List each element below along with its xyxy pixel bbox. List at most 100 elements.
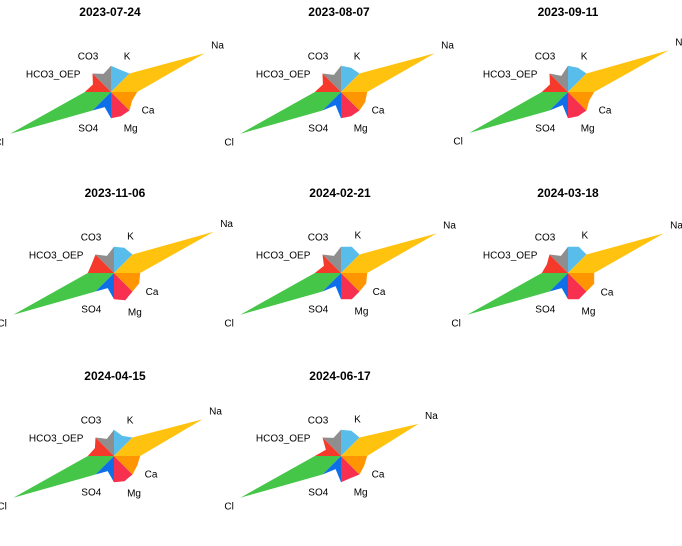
petal-hco3-oep [314, 73, 341, 92]
label-ca: Ca [372, 470, 385, 481]
label-hco3-oep: HCO3_OEP [29, 250, 84, 261]
label-ca: Ca [145, 470, 158, 481]
label-na: Na [443, 221, 456, 232]
petal-hco3-oep [87, 254, 114, 273]
petal-mg [114, 273, 133, 301]
label-mg: Mg [582, 307, 596, 318]
label-na: Na [675, 38, 682, 49]
petal-mg [568, 92, 587, 119]
label-so4: SO4 [308, 305, 328, 316]
label-cl: Cl [0, 318, 7, 329]
label-so4: SO4 [308, 124, 328, 135]
label-na: Na [209, 407, 222, 418]
star-panel: 2023-09-11 Na Ca Mg SO4 Cl HCO3_OEP CO3 K [453, 5, 682, 148]
petal-co3 [549, 65, 568, 92]
petal-na [568, 50, 669, 92]
panel-title: 2024-03-18 [537, 186, 599, 200]
label-hco3-oep: HCO3_OEP [483, 250, 538, 261]
label-cl: Cl [0, 137, 4, 148]
petal-co3 [549, 246, 568, 273]
label-ca: Ca [601, 288, 614, 299]
panel-title: 2023-08-07 [308, 5, 370, 19]
petal-na [114, 231, 214, 273]
petal-hco3-oep [84, 73, 111, 92]
label-ca: Ca [599, 106, 612, 117]
label-na: Na [441, 41, 454, 52]
petal-ca [341, 92, 368, 111]
label-ca: Ca [142, 106, 155, 117]
petal-so4 [95, 456, 114, 483]
petal-mg [341, 273, 360, 300]
petal-na [114, 419, 203, 456]
petal-ca [114, 456, 141, 475]
petal-co3 [92, 65, 111, 92]
star-panel: 2023-08-07 Na Ca Mg SO4 Cl HCO3_OEP CO3 K [224, 5, 454, 148]
label-k: K [124, 51, 131, 62]
label-k: K [127, 415, 134, 426]
label-cl: Cl [224, 501, 233, 512]
label-mg: Mg [354, 124, 368, 135]
panel-title: 2023-07-24 [79, 5, 141, 19]
label-hco3-oep: HCO3_OEP [256, 69, 311, 80]
label-hco3-oep: HCO3_OEP [29, 433, 84, 444]
label-hco3-oep: HCO3_OEP [483, 69, 538, 80]
petal-k [111, 65, 130, 92]
label-k: K [127, 231, 134, 242]
label-ca: Ca [373, 287, 386, 298]
label-co3: CO3 [81, 232, 102, 243]
label-na: Na [425, 411, 438, 422]
star-panel: 2023-07-24 Na Ca Mg SO4 Cl HCO3_OEP CO3 K [0, 5, 224, 148]
petal-mg [341, 92, 360, 119]
petal-mg [111, 92, 130, 119]
petal-cl [10, 92, 111, 134]
petal-hco3-oep [541, 254, 568, 273]
petal-co3 [322, 429, 341, 456]
star-panel: 2024-02-21 Na Ca Mg SO4 Cl HCO3_OEP CO3 K [224, 186, 456, 329]
petal-ca [568, 273, 595, 292]
label-co3: CO3 [308, 415, 329, 426]
label-cl: Cl [224, 318, 233, 329]
label-co3: CO3 [308, 51, 329, 62]
star-panel: 2024-03-18 Na Ca Mg SO4 Cl HCO3_OEP CO3 K [451, 186, 682, 329]
petal-mg [341, 456, 360, 483]
petal-ca [114, 273, 141, 292]
petal-hco3-oep [314, 254, 341, 273]
label-cl: Cl [453, 137, 462, 148]
label-co3: CO3 [308, 232, 329, 243]
petal-cl [469, 92, 568, 133]
label-cl: Cl [451, 318, 460, 329]
label-k: K [354, 51, 361, 62]
petal-na [111, 53, 205, 92]
petal-so4 [549, 92, 568, 119]
label-mg: Mg [581, 124, 595, 135]
label-k: K [582, 230, 589, 241]
star-panel: 2023-11-06 Na Ca Mg SO4 Cl HCO3_OEP CO3 K [0, 186, 233, 329]
label-co3: CO3 [78, 51, 99, 62]
label-so4: SO4 [81, 488, 101, 499]
label-hco3-oep: HCO3_OEP [256, 433, 311, 444]
petal-cl [240, 273, 341, 315]
petal-so4 [322, 456, 341, 483]
petal-k [341, 429, 360, 456]
petal-so4 [549, 273, 568, 300]
petal-co3 [322, 246, 341, 273]
petal-so4 [95, 273, 114, 300]
petal-k [114, 246, 133, 273]
petal-cl [240, 92, 341, 134]
label-k: K [581, 51, 588, 62]
panel-title: 2024-06-17 [309, 369, 371, 383]
label-so4: SO4 [78, 124, 98, 135]
star-panel: 2024-04-15 Na Ca Mg SO4 Cl HCO3_OEP CO3 K [0, 369, 222, 512]
label-ca: Ca [372, 106, 385, 117]
petal-co3 [95, 429, 114, 456]
petal-mg [568, 273, 587, 300]
label-k: K [355, 230, 362, 241]
petal-na [568, 233, 664, 273]
petal-na [341, 233, 437, 273]
star-panel: 2024-06-17 Na Ca Mg SO4 Cl HCO3_OEP CO3 K [224, 369, 438, 512]
petal-hco3-oep [541, 73, 568, 92]
label-hco3-oep: HCO3_OEP [256, 250, 311, 261]
petal-cl [467, 273, 568, 315]
petal-hco3-oep [314, 437, 341, 456]
